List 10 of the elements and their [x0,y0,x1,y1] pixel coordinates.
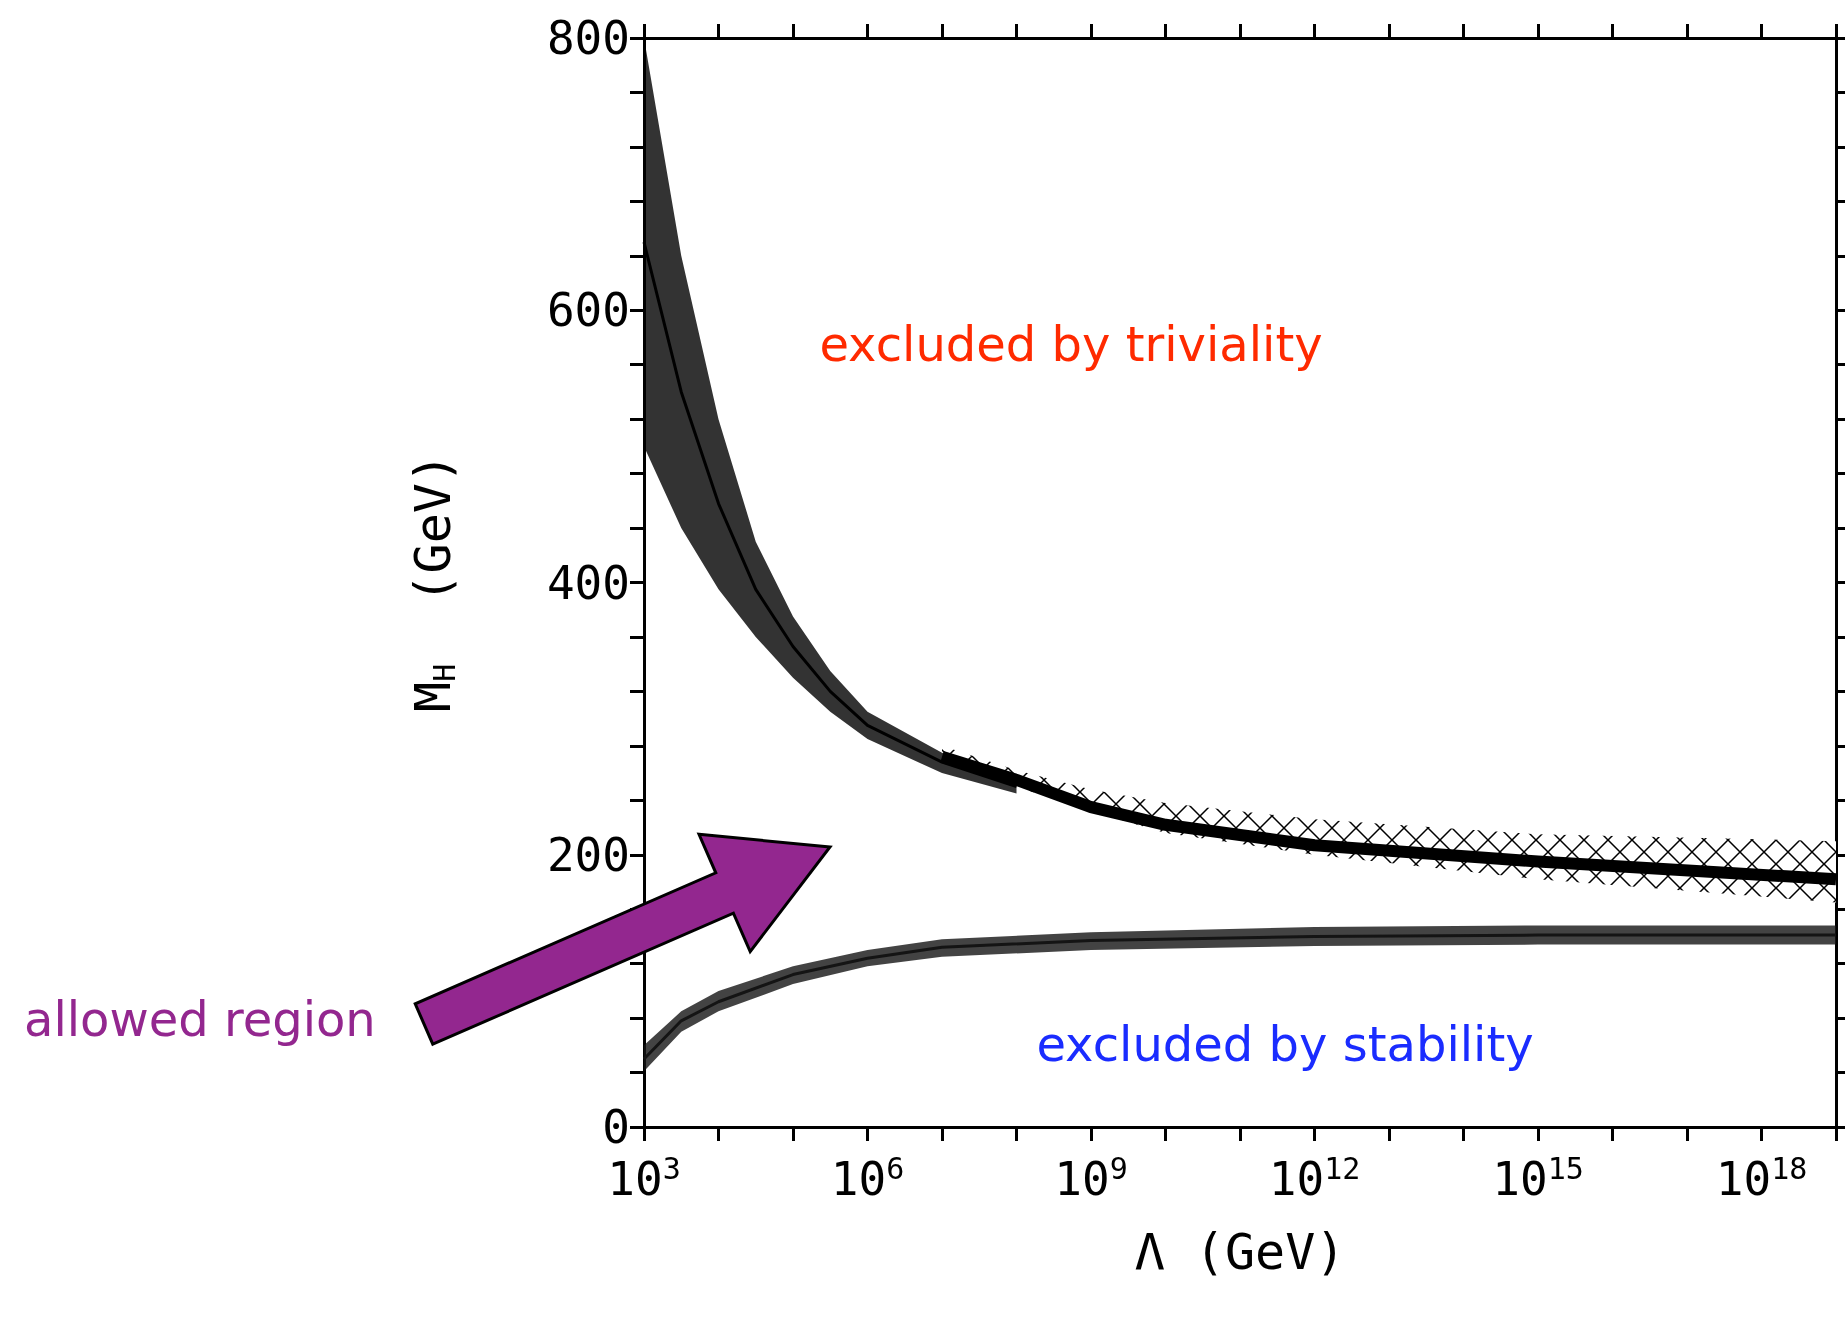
y-tick-label: 600 [546,283,630,338]
text: allowed region [24,991,376,1047]
y-tick-label: 0 [602,1100,630,1154]
y-tick-label: 800 [546,11,630,65]
y-tick-label: 400 [546,555,630,610]
annotation: excluded by stability [1036,1016,1534,1072]
text: MH (GeV) [404,453,462,712]
annotation: excluded by triviality [819,316,1323,372]
x-axis-title: Λ (GeV) [1134,1223,1346,1281]
y-tick-label: 200 [546,827,630,882]
